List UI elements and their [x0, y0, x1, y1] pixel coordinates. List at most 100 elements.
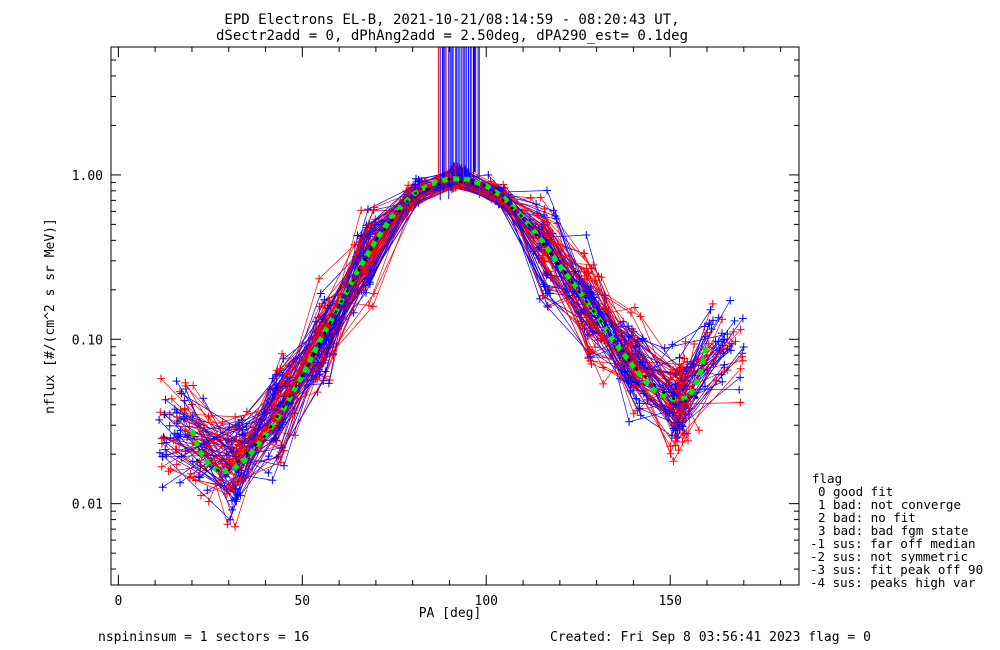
data-point-marker — [538, 291, 547, 300]
data-point-marker — [678, 422, 687, 431]
data-point-marker — [233, 490, 242, 499]
data-point-marker — [166, 465, 175, 473]
data-point-marker — [315, 370, 324, 379]
data-point-marker — [164, 467, 173, 476]
x-tick-label: 50 — [294, 594, 310, 609]
data-point-marker — [312, 358, 321, 367]
y-axis-label: nflux [#/(cm^2 s sr MeV)] — [43, 218, 58, 414]
data-point-marker — [408, 193, 416, 202]
data-point-marker — [736, 364, 745, 373]
data-point-marker — [231, 522, 240, 531]
data-point-marker — [200, 439, 209, 448]
data-point-marker — [582, 272, 591, 280]
data-point-marker — [180, 396, 189, 405]
data-point-marker — [666, 375, 675, 384]
data-point-marker — [726, 296, 735, 305]
data-point-marker — [667, 431, 676, 440]
data-point-marker — [708, 299, 717, 308]
data-point-marker — [162, 438, 171, 447]
data-point-marker — [720, 335, 729, 344]
legend-entry: 2 bad: no fit — [818, 510, 916, 525]
legend-entry: 3 bad: bad fgm state — [818, 523, 969, 538]
data-point-marker — [181, 381, 190, 390]
data-point-marker — [368, 302, 377, 311]
spin-trace-line — [180, 165, 708, 444]
data-point-marker — [159, 433, 168, 442]
data-point-marker — [414, 175, 423, 184]
spin-trace-line — [163, 173, 725, 471]
data-point-marker — [497, 184, 505, 192]
data-point-marker — [266, 385, 275, 394]
data-point-marker — [552, 214, 561, 223]
data-point-marker — [222, 451, 231, 460]
data-point-marker — [669, 420, 678, 429]
data-point-marker — [273, 383, 282, 391]
data-point-marker — [362, 288, 370, 297]
data-point-marker — [636, 411, 645, 420]
y-tick-label: 0.10 — [72, 333, 103, 348]
data-point-marker — [276, 391, 285, 400]
data-point-marker — [545, 232, 554, 241]
spin-trace-line — [169, 175, 706, 440]
data-point-marker — [674, 446, 683, 455]
data-point-marker — [283, 374, 292, 383]
legend-entry: 0 good fit — [818, 484, 893, 499]
data-point-marker — [282, 380, 291, 389]
data-point-marker — [165, 421, 174, 430]
data-point-marker — [681, 337, 690, 346]
data-point-marker — [311, 365, 320, 374]
legend-entry: 1 bad: not converge — [818, 497, 961, 512]
data-point-marker — [728, 339, 736, 348]
data-point-marker — [357, 206, 366, 215]
data-point-marker — [365, 280, 374, 289]
legend-entry: -2 sus: not symmetric — [810, 549, 968, 564]
data-point-marker — [575, 277, 584, 286]
data-point-marker — [625, 417, 634, 426]
data-point-marker — [669, 457, 678, 466]
data-point-marker — [275, 421, 284, 430]
data-point-marker — [279, 410, 288, 419]
data-point-marker — [705, 320, 714, 329]
data-point-marker — [318, 299, 326, 308]
data-point-marker — [586, 352, 595, 361]
data-point-marker — [540, 257, 549, 266]
spin-trace-line — [174, 177, 691, 442]
data-point-marker — [638, 334, 647, 343]
data-point-marker — [543, 269, 552, 278]
spin-trace-line — [179, 183, 700, 445]
data-point-marker — [736, 325, 745, 334]
data-point-marker — [315, 274, 324, 283]
data-point-marker — [544, 303, 553, 312]
data-point-marker — [543, 186, 551, 195]
data-point-marker — [678, 438, 687, 446]
data-point-marker — [461, 166, 470, 175]
data-point-marker — [319, 376, 328, 385]
data-point-marker — [709, 343, 718, 352]
data-point-marker — [158, 483, 167, 492]
data-point-marker — [231, 484, 240, 493]
data-point-marker — [730, 316, 739, 325]
data-point-marker — [629, 409, 638, 418]
data-point-marker — [364, 301, 373, 310]
data-point-marker — [264, 468, 273, 477]
data-point-marker — [677, 408, 686, 417]
data-point-marker — [661, 405, 670, 414]
data-point-marker — [278, 443, 286, 452]
data-point-marker — [236, 491, 245, 500]
data-point-marker — [666, 402, 674, 411]
data-point-marker — [695, 426, 703, 435]
data-point-marker — [236, 444, 245, 453]
data-point-marker — [160, 410, 169, 419]
median-fit-line — [189, 176, 710, 476]
data-point-marker — [588, 322, 597, 331]
data-point-marker — [234, 418, 243, 427]
data-point-marker — [738, 356, 747, 365]
data-point-marker — [411, 180, 420, 189]
data-point-marker — [594, 272, 603, 281]
median-dash-line — [190, 178, 708, 472]
data-point-marker — [320, 295, 329, 304]
data-point-marker — [549, 206, 558, 215]
data-point-marker — [278, 349, 287, 358]
data-point-marker — [227, 437, 236, 446]
